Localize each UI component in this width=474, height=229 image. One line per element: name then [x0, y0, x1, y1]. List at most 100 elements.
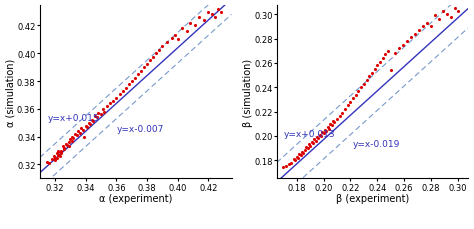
Point [83, 125, 91, 129]
Point [200, 19, 208, 23]
Point [374, 64, 381, 68]
Point [55, 149, 62, 153]
Point [451, 7, 459, 11]
Point [94, 112, 102, 115]
Point [395, 47, 402, 51]
Point [317, 134, 325, 138]
Point [297, 154, 305, 158]
Point [360, 82, 368, 86]
Point [379, 57, 386, 61]
Point [62, 142, 70, 146]
Point [283, 165, 290, 168]
Point [159, 45, 166, 49]
Point [205, 11, 212, 14]
Y-axis label: β (simulation): β (simulation) [243, 58, 253, 126]
Point [321, 128, 329, 132]
Point [280, 166, 287, 169]
Point [320, 132, 328, 136]
Point [427, 25, 435, 29]
Point [365, 75, 373, 79]
Point [387, 69, 394, 73]
Point [336, 115, 344, 119]
Point [57, 152, 65, 155]
Point [371, 68, 378, 71]
Point [109, 99, 117, 103]
X-axis label: α (experiment): α (experiment) [99, 193, 173, 203]
Point [328, 123, 336, 127]
Point [435, 18, 443, 22]
Point [61, 148, 68, 151]
Point [56, 155, 64, 158]
Point [344, 104, 352, 108]
Point [285, 162, 292, 166]
Point [57, 149, 65, 153]
Point [67, 138, 74, 142]
Point [134, 73, 142, 76]
Point [338, 112, 346, 115]
Point [50, 155, 57, 158]
Point [327, 122, 334, 126]
Point [306, 144, 314, 148]
X-axis label: β (experiment): β (experiment) [336, 193, 409, 203]
Point [171, 34, 179, 38]
Point [65, 141, 73, 144]
Point [48, 157, 56, 161]
Point [443, 13, 451, 17]
Point [411, 33, 419, 36]
Point [191, 25, 199, 28]
Point [107, 102, 114, 106]
Point [310, 138, 318, 142]
Point [125, 83, 133, 86]
Point [357, 86, 365, 90]
Point [355, 90, 362, 93]
Point [61, 146, 68, 150]
Point [324, 126, 331, 130]
Point [217, 11, 225, 14]
Point [74, 130, 82, 133]
Point [300, 151, 307, 155]
Point [330, 121, 338, 125]
Point [391, 52, 399, 56]
Point [325, 127, 333, 131]
Point [93, 116, 100, 120]
Point [53, 156, 60, 160]
Point [100, 110, 108, 114]
Point [304, 147, 311, 150]
Point [183, 30, 191, 34]
Point [211, 16, 219, 20]
Point [81, 135, 88, 139]
Point [312, 139, 319, 143]
Point [454, 10, 462, 14]
Point [153, 52, 160, 56]
Point [208, 13, 215, 17]
Point [128, 80, 136, 84]
Point [290, 157, 298, 161]
Point [51, 156, 59, 160]
Text: y=x-0.007: y=x-0.007 [117, 125, 164, 134]
Point [301, 149, 309, 153]
Point [82, 124, 90, 128]
Point [431, 15, 439, 18]
Point [298, 150, 306, 154]
Point [149, 56, 157, 60]
Point [73, 134, 81, 138]
Point [131, 77, 139, 81]
Point [319, 131, 326, 134]
Point [65, 145, 73, 149]
Point [346, 101, 354, 104]
Point [137, 70, 145, 74]
Point [77, 127, 85, 131]
Point [116, 92, 123, 96]
Point [329, 120, 337, 124]
Point [79, 128, 86, 132]
Text: y=x+0.013: y=x+0.013 [283, 129, 335, 138]
Y-axis label: α (simulation): α (simulation) [6, 58, 16, 126]
Point [143, 63, 151, 67]
Point [85, 121, 92, 125]
Point [146, 59, 154, 63]
Point [97, 113, 105, 117]
Point [103, 105, 111, 109]
Point [45, 161, 53, 165]
Point [376, 61, 384, 64]
Point [140, 66, 148, 70]
